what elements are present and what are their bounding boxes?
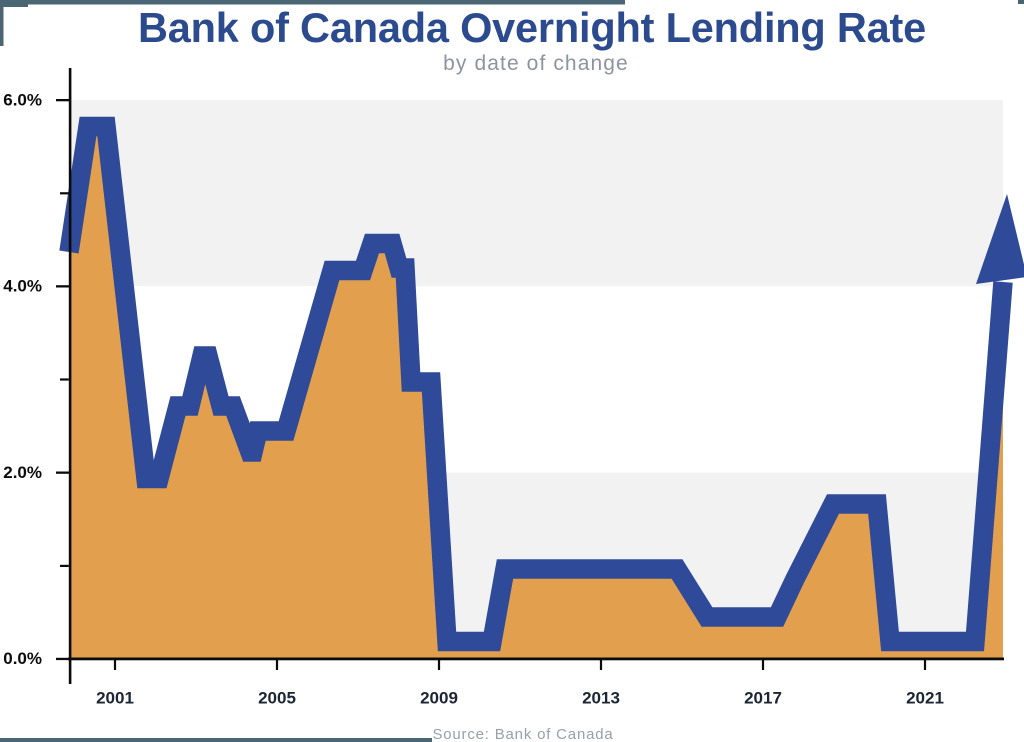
svg-text:2013: 2013 [582,689,620,708]
svg-text:Bank of Canada Overnight Lendi: Bank of Canada Overnight Lending Rate [138,4,926,51]
svg-text:4.0%: 4.0% [3,277,42,296]
svg-text:by date of change: by date of change [443,52,629,75]
svg-text:2001: 2001 [96,689,134,708]
svg-text:6.0%: 6.0% [3,90,42,109]
svg-text:2017: 2017 [744,689,782,708]
svg-text:2.0%: 2.0% [3,463,42,482]
svg-text:2005: 2005 [258,689,296,708]
svg-text:2009: 2009 [420,689,458,708]
svg-text:Source: Bank of Canada: Source: Bank of Canada [432,726,613,742]
svg-text:2021: 2021 [906,689,944,708]
svg-text:0.0%: 0.0% [3,649,42,668]
